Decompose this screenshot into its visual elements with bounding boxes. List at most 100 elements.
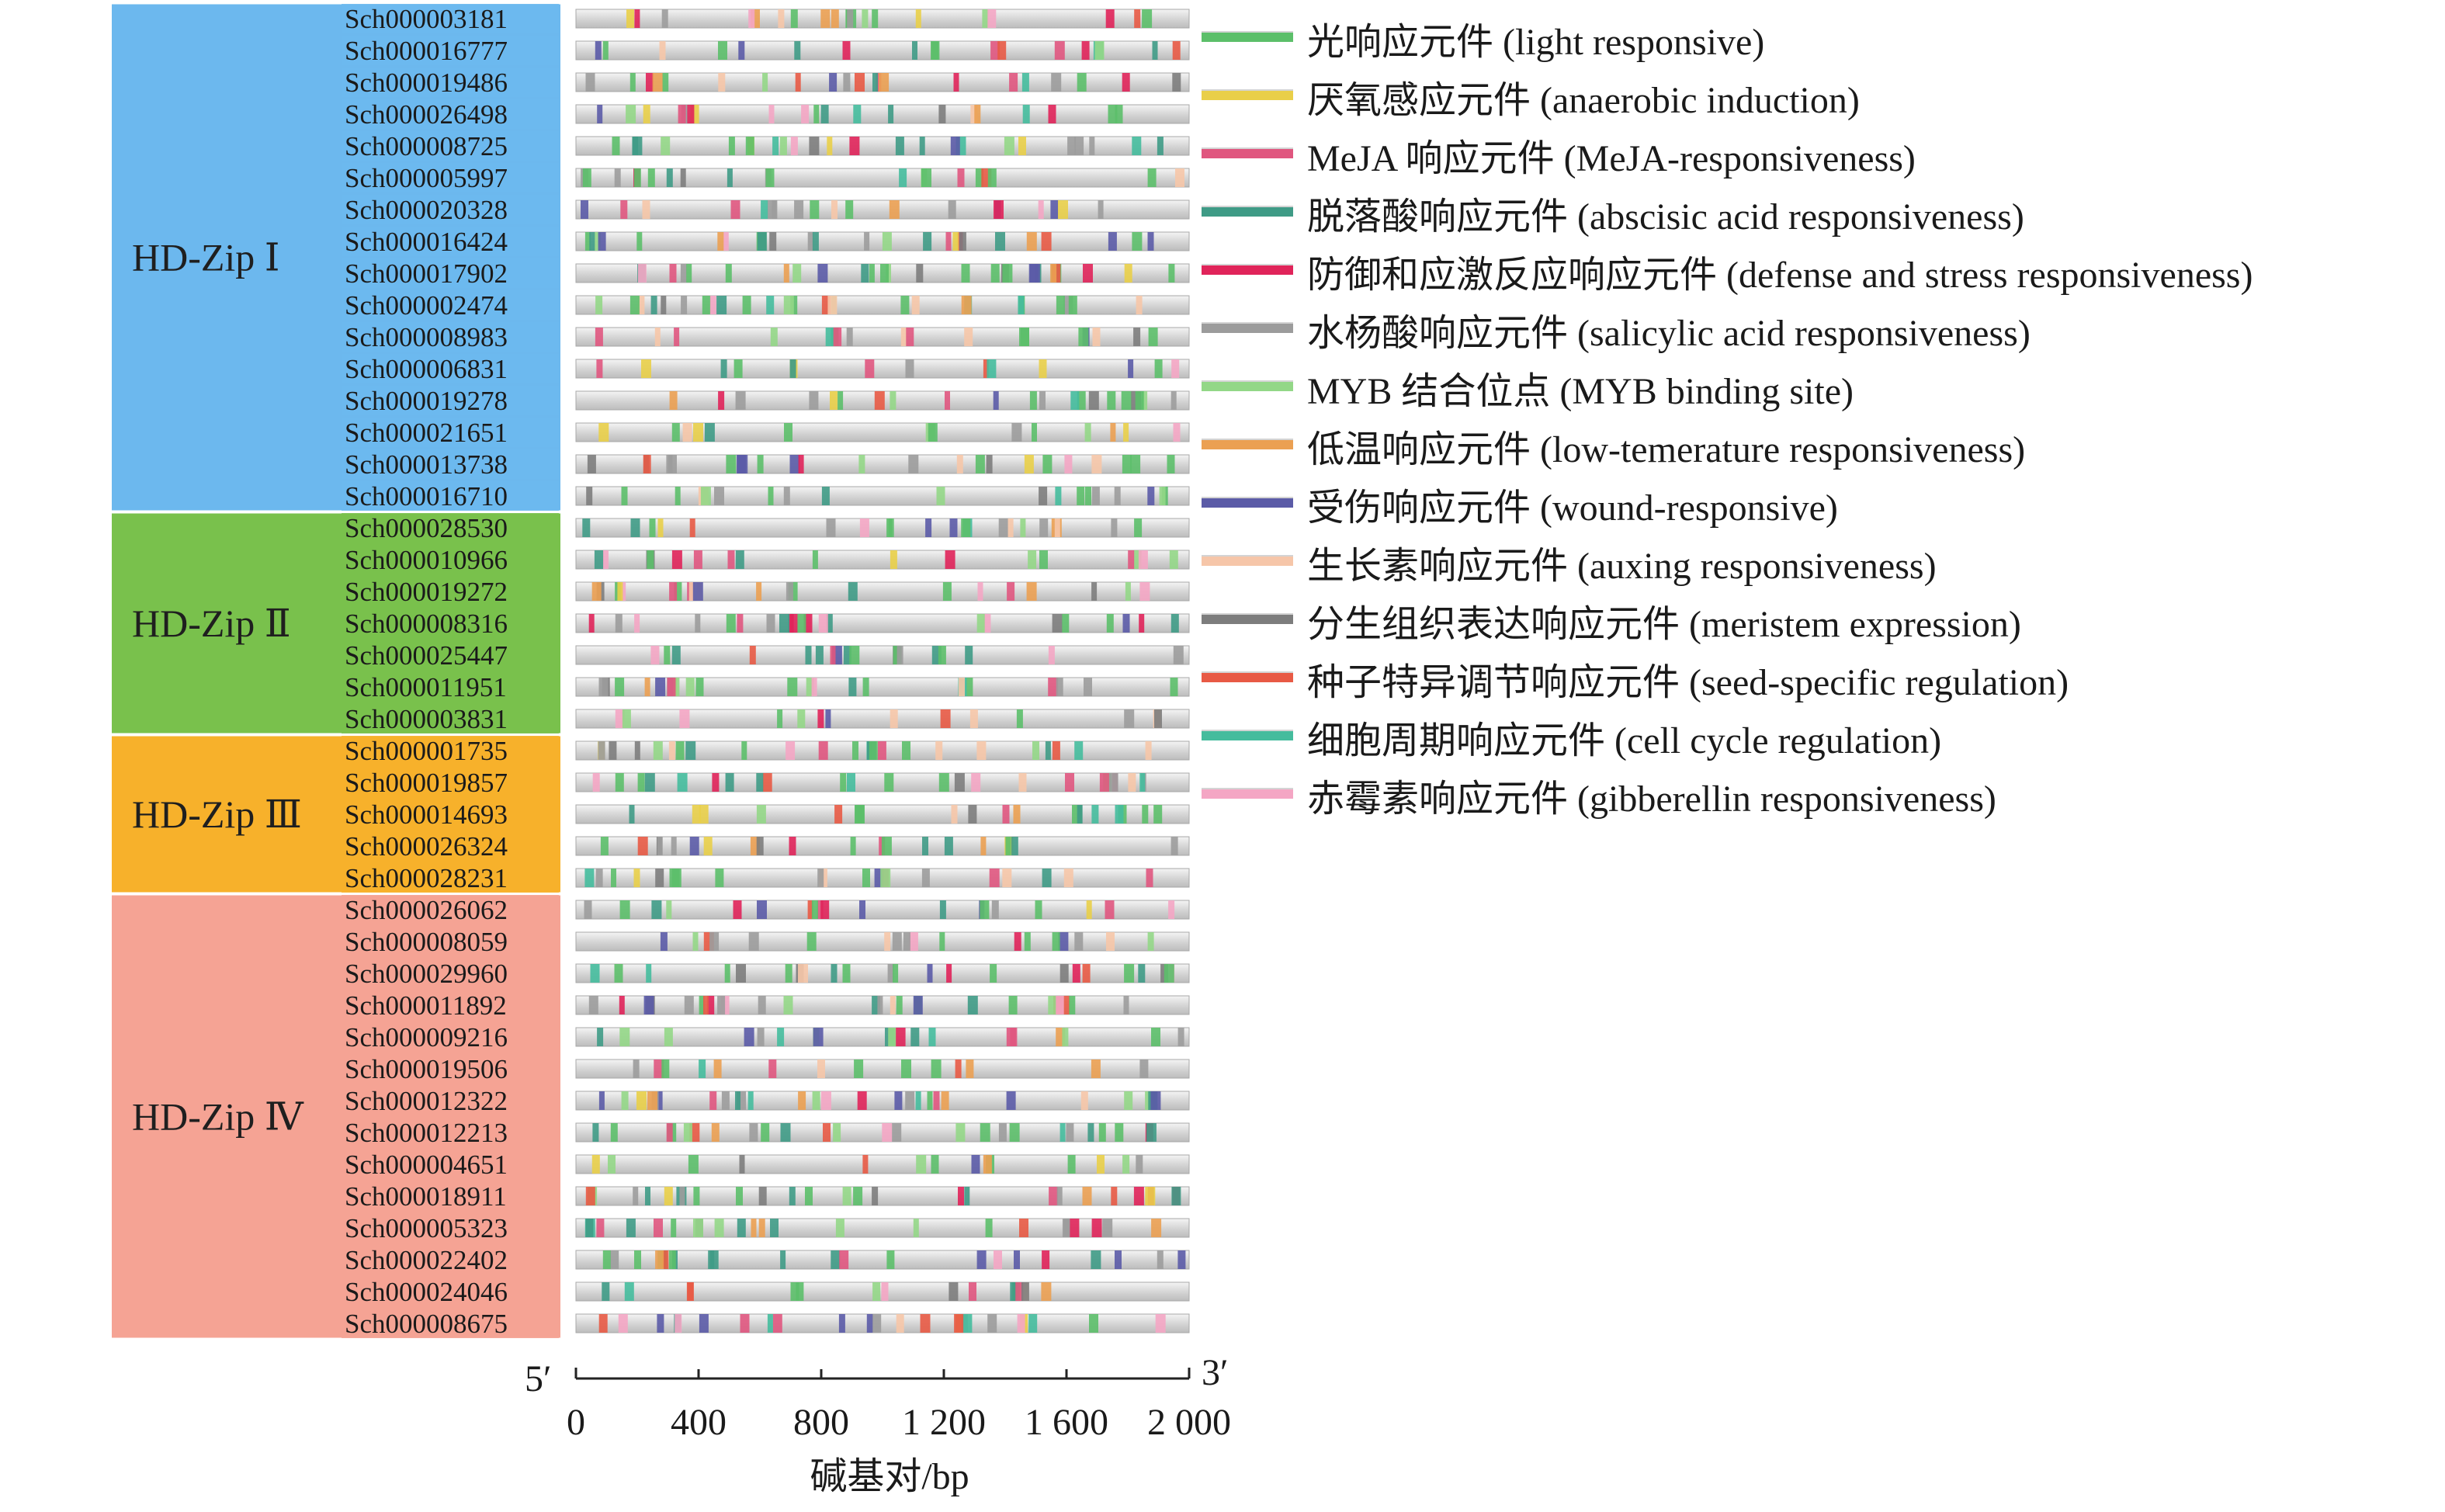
cis-element-mark bbox=[1138, 550, 1148, 569]
cis-element-mark bbox=[1060, 1123, 1066, 1142]
cis-element-mark bbox=[955, 1123, 966, 1142]
cis-element-mark bbox=[872, 1314, 882, 1333]
cis-element-mark bbox=[915, 9, 921, 28]
gene-label-bg bbox=[342, 959, 559, 988]
cis-element-mark bbox=[980, 1123, 990, 1142]
cis-element-mark bbox=[644, 678, 650, 696]
cis-element-mark bbox=[614, 168, 621, 187]
gene-label: Sch000008725 bbox=[345, 131, 508, 161]
cis-element-mark bbox=[614, 964, 623, 983]
cis-element-mark bbox=[831, 200, 838, 219]
cis-element-mark bbox=[1124, 964, 1135, 983]
cis-element-mark bbox=[1146, 1123, 1157, 1142]
cis-element-mark bbox=[633, 869, 640, 887]
gene-label: Sch000028231 bbox=[345, 863, 508, 893]
gene-track bbox=[575, 550, 1190, 570]
cis-element-mark bbox=[1063, 1219, 1071, 1237]
cis-element-mark bbox=[831, 9, 839, 28]
cis-element-mark bbox=[805, 646, 812, 664]
cis-element-mark bbox=[987, 1314, 997, 1333]
gene-label: Sch000005323 bbox=[345, 1213, 508, 1243]
cis-element-mark bbox=[846, 328, 853, 346]
legend-label: 赤霉素响应元件 (gibberellin responsiveness) bbox=[1307, 779, 1996, 820]
cis-element-mark bbox=[629, 805, 635, 824]
cis-element-mark bbox=[1124, 709, 1135, 728]
cis-element-mark bbox=[951, 805, 958, 824]
cis-element-mark bbox=[777, 1028, 785, 1046]
cis-element-mark bbox=[975, 168, 983, 187]
cis-element-mark bbox=[938, 773, 949, 792]
cis-element-mark bbox=[582, 518, 591, 537]
cis-element-mark bbox=[681, 296, 688, 314]
gene-label: Sch000019857 bbox=[345, 768, 508, 798]
cis-element-mark bbox=[862, 1155, 869, 1174]
cis-element-mark bbox=[692, 805, 701, 824]
cis-element-mark bbox=[910, 1028, 920, 1046]
cis-element-mark bbox=[1122, 73, 1130, 92]
cis-element-mark bbox=[980, 837, 987, 855]
cis-element-mark bbox=[896, 646, 903, 664]
cis-element-mark bbox=[1177, 1250, 1186, 1269]
gene-track bbox=[575, 104, 1190, 124]
legend-swatch bbox=[1202, 382, 1293, 391]
gene-label-bg bbox=[342, 1277, 559, 1306]
cis-element-mark bbox=[1019, 328, 1029, 346]
cis-element-mark bbox=[920, 1314, 931, 1333]
cis-element-mark bbox=[833, 328, 842, 346]
cis-element-mark bbox=[817, 709, 824, 728]
cis-element-mark bbox=[859, 518, 869, 537]
cis-element-mark bbox=[780, 1123, 791, 1142]
cis-element-mark bbox=[660, 932, 668, 951]
cis-element-mark bbox=[1123, 996, 1129, 1014]
cis-element-mark bbox=[714, 1219, 724, 1237]
legend-swatch bbox=[1202, 440, 1293, 449]
cis-element-mark bbox=[839, 1250, 849, 1269]
cis-element-mark bbox=[919, 137, 925, 155]
cis-element-mark bbox=[961, 518, 971, 537]
cis-element-mark bbox=[908, 932, 918, 951]
gene-label-bg bbox=[342, 481, 559, 511]
cis-element-mark bbox=[685, 741, 696, 760]
legend-swatch bbox=[1202, 557, 1293, 566]
cis-element-mark bbox=[621, 487, 628, 505]
cis-element-mark bbox=[997, 41, 1007, 60]
cis-element-mark bbox=[1041, 1282, 1052, 1301]
cis-element-mark bbox=[882, 1123, 893, 1142]
cis-element-mark bbox=[685, 678, 695, 696]
cis-element-mark bbox=[675, 741, 685, 760]
cis-element-mark bbox=[872, 1187, 879, 1205]
cis-element-mark bbox=[811, 678, 817, 696]
cis-element-mark bbox=[956, 455, 963, 473]
cis-element-mark bbox=[928, 423, 938, 442]
cis-element-mark bbox=[959, 232, 966, 251]
cis-element-mark bbox=[1072, 964, 1080, 983]
cis-element-mark bbox=[1091, 582, 1098, 601]
cis-element-mark bbox=[588, 614, 595, 633]
cis-element-mark bbox=[797, 709, 806, 728]
cis-element-mark bbox=[888, 518, 894, 537]
cis-element-mark bbox=[1164, 964, 1174, 983]
cis-element-mark bbox=[634, 614, 640, 633]
cis-element-mark bbox=[664, 1187, 673, 1205]
cis-element-mark bbox=[718, 41, 727, 60]
gene-label-bg bbox=[342, 513, 559, 543]
cis-element-mark bbox=[890, 391, 896, 410]
cis-element-mark bbox=[1146, 869, 1153, 887]
cis-element-mark bbox=[766, 296, 775, 314]
cis-element-mark bbox=[1039, 391, 1046, 410]
cis-element-mark bbox=[668, 455, 677, 473]
cis-element-mark bbox=[1130, 455, 1141, 473]
cis-element-mark bbox=[1111, 518, 1118, 537]
cis-element-mark bbox=[1153, 805, 1163, 824]
cis-element-mark bbox=[796, 1282, 804, 1301]
cis-element-mark bbox=[1115, 1123, 1124, 1142]
cis-element-mark bbox=[813, 1028, 824, 1046]
cis-element-mark bbox=[725, 773, 734, 792]
cis-element-mark bbox=[758, 996, 766, 1014]
cis-element-mark bbox=[852, 741, 858, 760]
cis-element-mark bbox=[1136, 296, 1143, 314]
cis-element-mark bbox=[1080, 1091, 1088, 1110]
cis-element-mark bbox=[657, 837, 663, 855]
cis-element-mark bbox=[727, 550, 735, 569]
cis-element-mark bbox=[584, 900, 592, 919]
